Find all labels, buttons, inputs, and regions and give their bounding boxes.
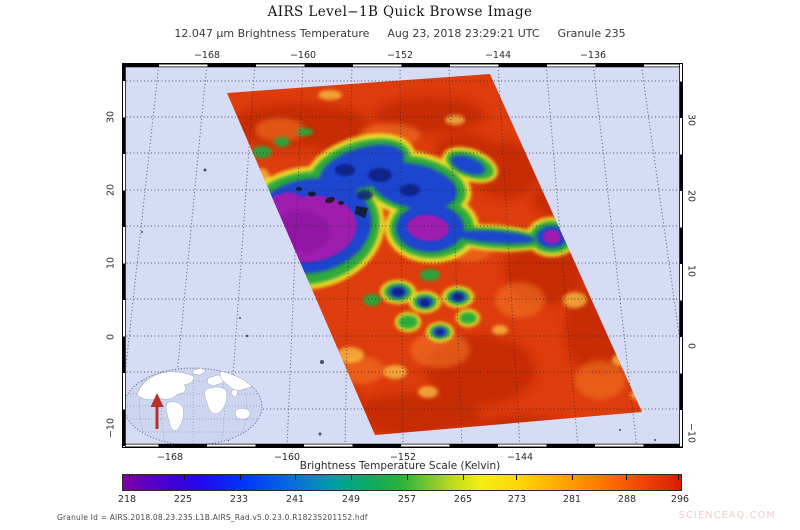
watermark: SCIENCEAQ.COM xyxy=(678,510,776,521)
lon-tick-bottom: −160 xyxy=(273,452,301,463)
lat-tick-right: 30 xyxy=(685,113,697,127)
subtitle-wavelength: 12.047 μm Brightness Temperature xyxy=(174,27,370,40)
colorbar-tick-label: 218 xyxy=(117,494,137,505)
subtitle: 12.047 μm Brightness Temperature Aug 23,… xyxy=(0,27,800,40)
colorbar-tick-label: 241 xyxy=(285,494,305,505)
colorbar-tick-label: 281 xyxy=(562,494,582,505)
lat-tick-right: −10 xyxy=(685,422,697,444)
lat-tick-right: 10 xyxy=(685,264,697,278)
colorbar-tick-label: 249 xyxy=(341,494,361,505)
lon-tick-bottom: −152 xyxy=(389,452,417,463)
lon-tick-top: −160 xyxy=(289,50,317,61)
colorbar-tick-label: 265 xyxy=(453,494,473,505)
lat-tick-left: 0 xyxy=(105,333,117,341)
lat-tick-left: 30 xyxy=(105,110,117,124)
subtitle-datetime: Aug 23, 2018 23:29:21 UTC xyxy=(387,27,540,40)
colorbar-tick-label: 225 xyxy=(173,494,193,505)
lat-tick-left: 10 xyxy=(105,256,117,270)
colorbar-tick-label: 288 xyxy=(617,494,637,505)
subtitle-granule: Granule 235 xyxy=(557,27,626,40)
lon-tick-top: −168 xyxy=(193,50,221,61)
lat-tick-left: −10 xyxy=(105,417,117,439)
lon-tick-bottom: −168 xyxy=(156,452,184,463)
lon-tick-top: −152 xyxy=(386,50,414,61)
small-island-dots xyxy=(141,168,656,441)
colorbar-title: Brightness Temperature Scale (Kelvin) xyxy=(299,460,501,472)
location-arrow-icon xyxy=(150,393,164,429)
lon-tick-bottom: −144 xyxy=(506,452,534,463)
colorbar-tick-label: 296 xyxy=(670,494,690,505)
lat-tick-right: 0 xyxy=(685,342,697,350)
lat-tick-right: 20 xyxy=(685,189,697,203)
page-title: AIRS Level−1B Quick Browse Image xyxy=(267,4,533,20)
lon-tick-top: −136 xyxy=(579,50,607,61)
colorbar-tick-label: 257 xyxy=(397,494,417,505)
colorbar-tick-label: 273 xyxy=(507,494,527,505)
colorbar xyxy=(122,474,682,491)
granule-id-text: Granule Id = AIRS.2018.08.23.235.L1B.AIR… xyxy=(57,513,368,522)
map-frame xyxy=(122,63,683,448)
hawaii-islands xyxy=(296,187,368,218)
colorbar-tick-label: 233 xyxy=(229,494,249,505)
lat-tick-left: 20 xyxy=(105,183,117,197)
lon-tick-top: −144 xyxy=(484,50,512,61)
world-inset xyxy=(123,367,263,446)
